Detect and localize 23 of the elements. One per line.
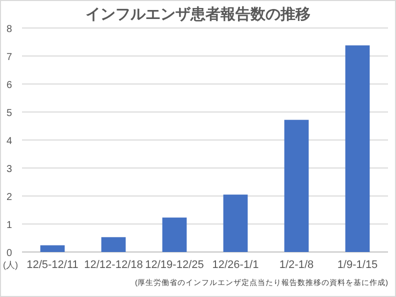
y-tick-label: 0 [6,248,12,259]
y-tick-label: 1 [6,220,12,231]
y-tick-label: 6 [6,80,12,91]
bar [101,237,126,252]
y-axis-title: (人) [3,260,18,270]
bar [345,45,370,252]
x-tick-label: 1/2-1/8 [279,259,314,271]
bar [223,194,248,252]
y-tick-label: 4 [6,136,12,147]
chart-title: インフルエンザ患者報告数の推移 [86,6,310,23]
x-tick-label: 12/26-1/1 [212,259,259,271]
y-tick-label: 8 [6,24,12,35]
bar [162,218,187,252]
x-tick-label: 12/12-12/18 [84,259,143,271]
x-tick-label: 12/5-12/11 [26,259,78,271]
y-tick-label: 7 [6,52,12,63]
bar [284,120,309,252]
y-tick-label: 3 [6,164,12,175]
x-tick-label: 1/9-1/15 [337,259,378,271]
y-tick-label: 2 [6,192,12,203]
y-tick-label: 5 [6,108,12,119]
bar [40,245,65,252]
x-tick-label: 12/19-12/25 [145,259,204,271]
